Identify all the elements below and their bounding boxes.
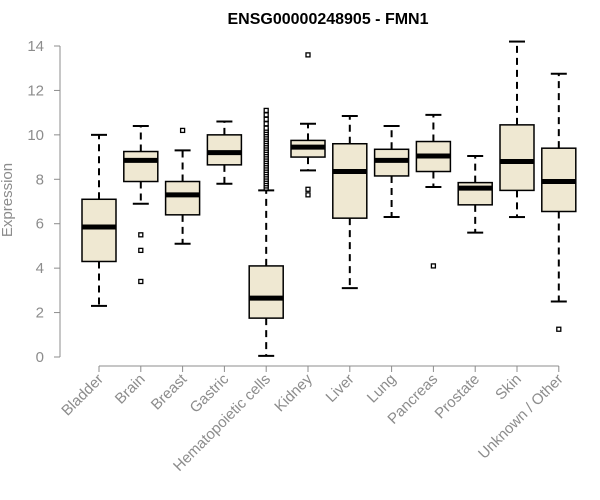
x-tick-label: Bladder — [58, 371, 107, 420]
box-iqr — [499, 124, 535, 192]
x-tick-label: Breast — [148, 370, 191, 413]
box-unknown-other — [541, 72, 577, 332]
box-brain — [123, 124, 159, 285]
box-kidney — [290, 52, 326, 198]
y-axis-label: Expression — [0, 163, 16, 237]
box-prostate — [457, 154, 493, 234]
box-gastric — [206, 120, 243, 185]
y-tick-label: 14 — [27, 38, 44, 55]
outlier-point — [138, 232, 144, 238]
box-iqr — [81, 198, 117, 263]
y-tick-label: 12 — [27, 82, 44, 99]
outlier-point — [305, 186, 311, 192]
box-iqr — [206, 134, 243, 166]
box-lung — [373, 124, 410, 219]
outlier-point — [263, 116, 269, 122]
x-tick-label: Prostate — [431, 371, 483, 423]
outlier-point — [138, 247, 144, 254]
x-tick-label: Liver — [323, 371, 358, 406]
x-tick-label: Kidney — [271, 370, 316, 415]
outlier-point — [263, 107, 269, 114]
y-tick-label: 8 — [36, 171, 44, 188]
outlier-point — [556, 326, 562, 332]
outlier-point — [305, 52, 311, 58]
box-iqr — [123, 150, 159, 183]
y-axis: 0 2 4 6 8 10 12 14 — [27, 38, 61, 366]
box-bladder — [81, 133, 117, 307]
box-breast — [164, 127, 201, 245]
chart-title: ENSG00000248905 - FMN1 — [228, 11, 429, 28]
y-tick-label: 2 — [36, 305, 44, 322]
box-iqr — [248, 265, 284, 319]
x-tick-label: Brain — [112, 371, 149, 408]
box-iqr — [164, 180, 201, 216]
box-liver — [332, 114, 368, 290]
boxes-group — [81, 40, 577, 357]
box-iqr — [332, 142, 368, 219]
y-tick-label: 10 — [27, 127, 44, 144]
x-tick-label: Lung — [364, 371, 400, 407]
outlier-point — [138, 278, 144, 285]
outlier-point — [263, 121, 269, 127]
y-tick-label: 0 — [36, 349, 44, 366]
outlier-point — [305, 192, 311, 198]
outlier-point — [430, 263, 437, 269]
box-skin — [499, 40, 535, 219]
x-tick-label: Skin — [492, 371, 525, 404]
outlier-point — [263, 125, 269, 131]
y-tick-label: 6 — [36, 216, 44, 233]
outlier-point — [263, 112, 269, 118]
box-pancreas — [415, 113, 452, 269]
y-tick-label: 4 — [36, 260, 44, 277]
box-hematopoietic-cells — [248, 107, 284, 357]
outlier-point — [179, 127, 186, 134]
